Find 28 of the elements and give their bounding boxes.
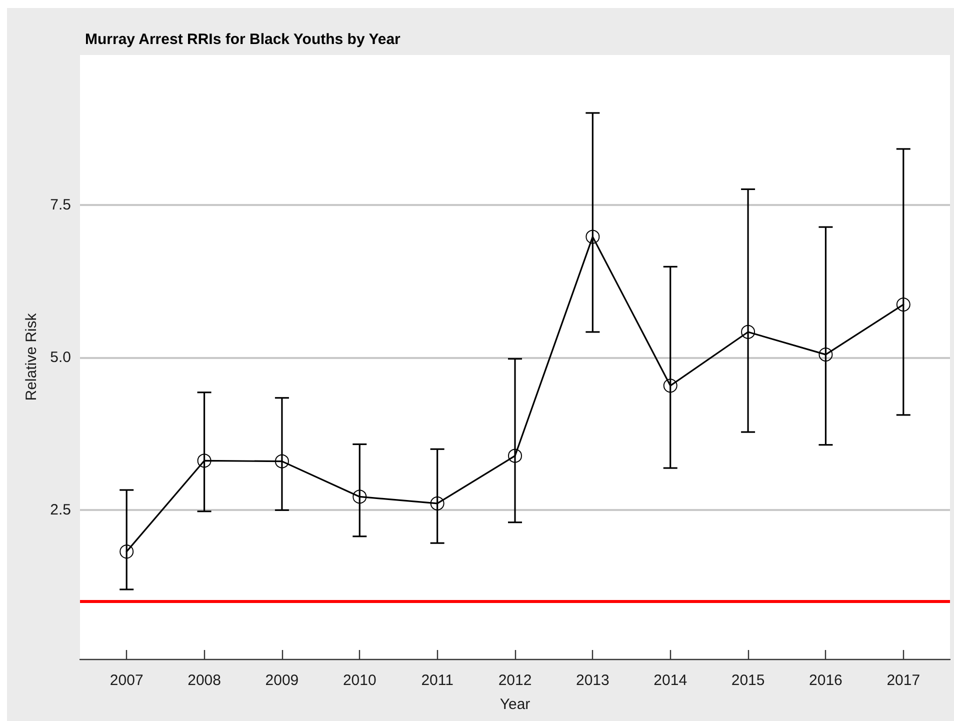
y-tick-label: 2.5 xyxy=(50,502,71,519)
x-tick-label: 2014 xyxy=(654,672,688,689)
point xyxy=(508,448,522,463)
point xyxy=(120,544,134,559)
x-tick-label: 2016 xyxy=(809,672,842,689)
point xyxy=(818,348,833,362)
y-axis-title: Relative Risk xyxy=(23,312,40,401)
x-axis-title: Year xyxy=(500,696,530,713)
x-tick-label: 2007 xyxy=(110,672,144,689)
point xyxy=(896,298,910,312)
x-tick-label: 2012 xyxy=(498,672,532,689)
point xyxy=(352,490,367,504)
y-tick-label: 5.0 xyxy=(50,349,71,366)
y-tick-label: 7.5 xyxy=(50,196,71,214)
point xyxy=(586,230,600,244)
point xyxy=(274,454,289,468)
x-tick-label: 2011 xyxy=(421,672,454,689)
x-tick-label: 2017 xyxy=(886,672,920,689)
chart-title: Murray Arrest RRIs for Black Youths by Year xyxy=(85,31,401,48)
x-tick-label: 2013 xyxy=(576,672,610,689)
point xyxy=(197,454,212,468)
x-tick-label: 2008 xyxy=(188,672,221,689)
x-tick-label: 2015 xyxy=(731,672,765,689)
x-tick-label: 2010 xyxy=(342,672,376,689)
x-tick-label: 2009 xyxy=(265,672,299,689)
point xyxy=(430,496,444,510)
point xyxy=(663,378,678,393)
point xyxy=(741,324,756,339)
